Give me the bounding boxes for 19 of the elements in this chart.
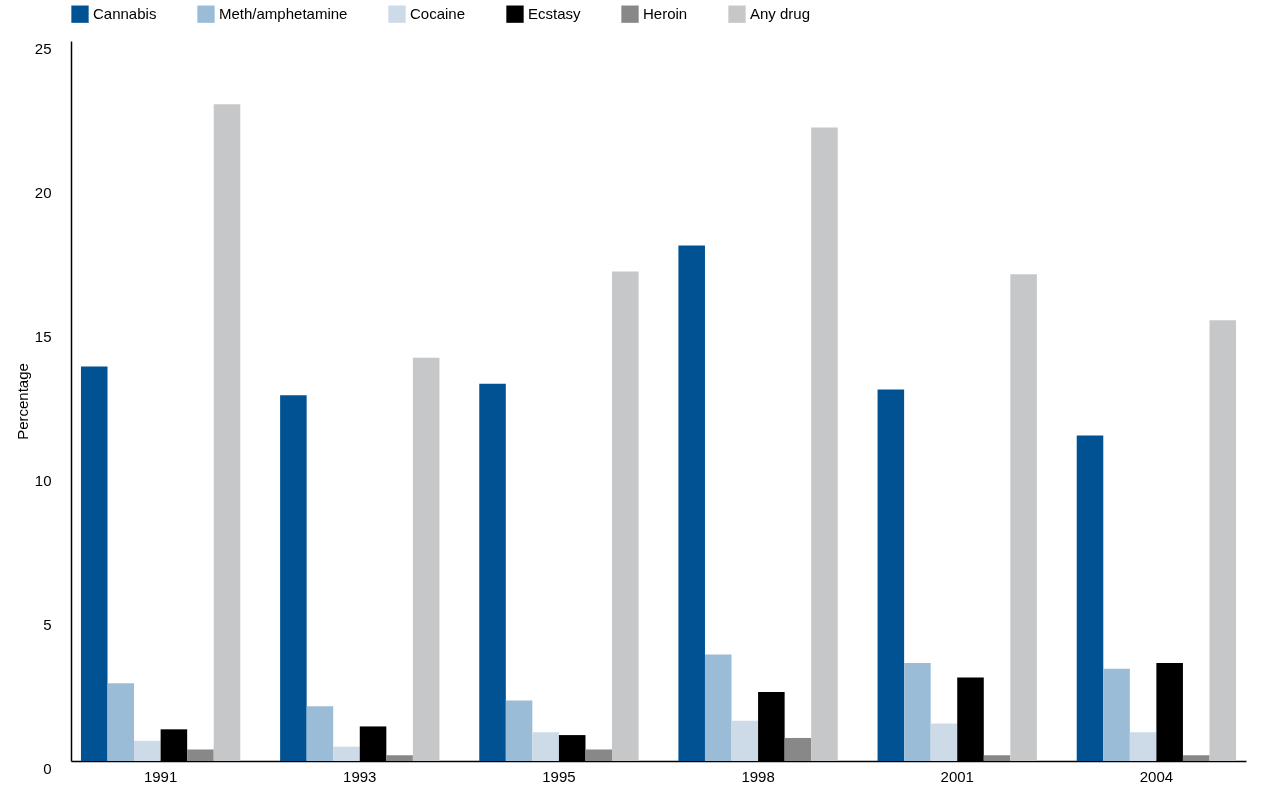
legend-label: Heroin [643, 5, 688, 23]
legend-label: Meth/amphetamine [219, 5, 348, 23]
legend-label: Ecstasy [528, 5, 582, 23]
y-axis-title: Percentage [13, 363, 31, 440]
x-tick-label: 2001 [940, 767, 974, 785]
y-tick-label: 15 [34, 327, 52, 345]
y-tick-label: 10 [34, 471, 52, 489]
legend-label: Cocaine [410, 5, 466, 23]
y-tick-label: 25 [34, 39, 52, 57]
x-tick-label: 1995 [542, 767, 576, 785]
y-tick-label: 20 [34, 183, 52, 201]
y-tick-label: 5 [43, 615, 52, 633]
legend-label: Cannabis [93, 5, 157, 23]
x-tick-label: 1998 [741, 767, 775, 785]
x-tick-label: 1991 [143, 767, 178, 785]
x-tick-label: 2004 [1139, 767, 1174, 785]
y-tick-label: 0 [43, 759, 52, 777]
x-tick-label: 1993 [343, 767, 377, 785]
legend-label: Any drug [750, 5, 811, 23]
